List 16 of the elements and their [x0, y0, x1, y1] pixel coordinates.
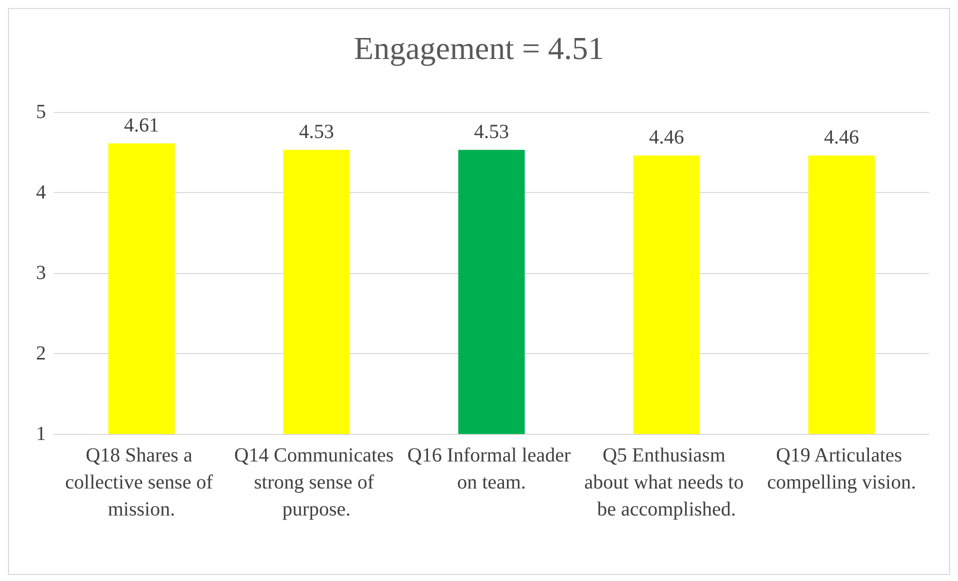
y-tick-label: 4 [36, 182, 46, 204]
chart-title: Engagement = 4.51 [354, 30, 604, 66]
x-tick-label: Q5 Enthusiasm about what needs to be accomplished. [584, 444, 749, 520]
y-tick-label: 2 [36, 342, 46, 364]
y-tick-label: 5 [36, 101, 46, 123]
x-tick-label: Q16 Informal leader on team. [407, 444, 576, 494]
data-label: 4.53 [299, 120, 334, 143]
data-label: 4.46 [649, 126, 684, 148]
y-tick-label: 3 [36, 262, 46, 284]
x-tick-label: Q19 Articulates compelling vision. [767, 444, 916, 494]
data-label: 4.46 [824, 126, 859, 148]
data-label: 4.53 [474, 120, 509, 143]
data-label: 4.61 [124, 114, 159, 136]
x-tick-label: Q18 Shares a collective sense of mission. [65, 444, 218, 520]
y-tick-label: 1 [36, 423, 46, 445]
x-tick-label: Q14 Communicates strong sense of purpose. [234, 444, 399, 520]
